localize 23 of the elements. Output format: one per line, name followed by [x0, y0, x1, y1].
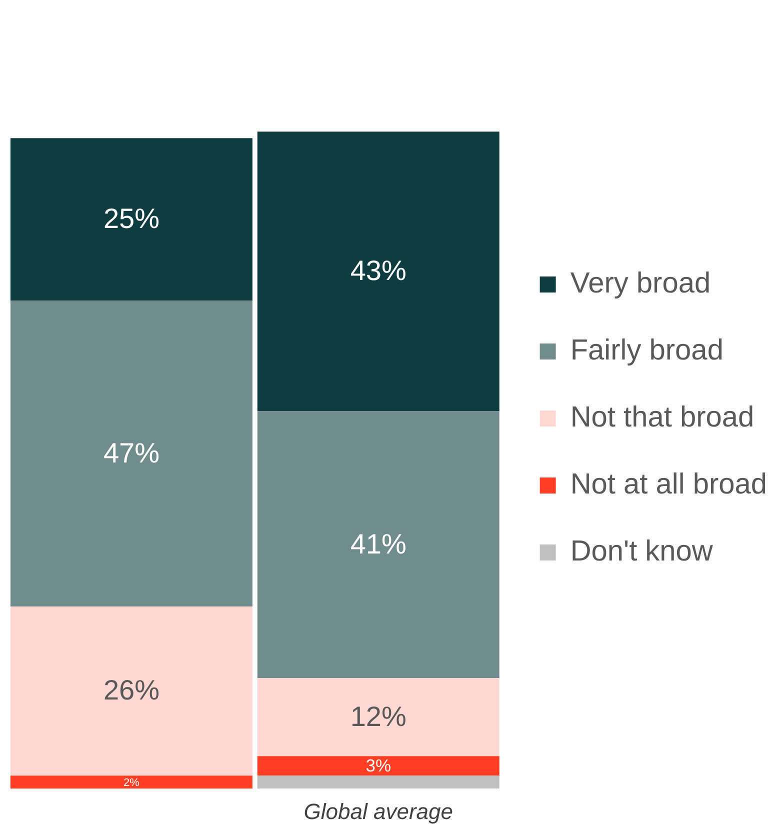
data-label: 26% [103, 674, 160, 706]
data-label: 3% [366, 756, 392, 776]
bar [10, 138, 252, 301]
data-label: 25% [103, 203, 160, 234]
bar [10, 300, 252, 606]
bar [257, 776, 500, 789]
bar [10, 606, 252, 776]
data-label: 43% [350, 255, 406, 286]
data-label: 41% [350, 528, 406, 560]
legend-label: Very broad [570, 268, 711, 300]
bar [10, 776, 252, 789]
bar [257, 132, 500, 412]
bar [257, 678, 500, 756]
x-tick-label: Global average [304, 798, 453, 824]
bar [257, 411, 500, 678]
legend-label: Don't know [570, 536, 714, 568]
data-label: 2% [124, 777, 140, 790]
data-label: 47% [103, 437, 160, 468]
data-label: 12% [350, 700, 406, 732]
legend-label: Fairly broad [570, 334, 724, 366]
legend-label: Not at all broad [570, 468, 767, 500]
legend-label: Not that broad [570, 402, 754, 434]
bar [257, 756, 500, 776]
